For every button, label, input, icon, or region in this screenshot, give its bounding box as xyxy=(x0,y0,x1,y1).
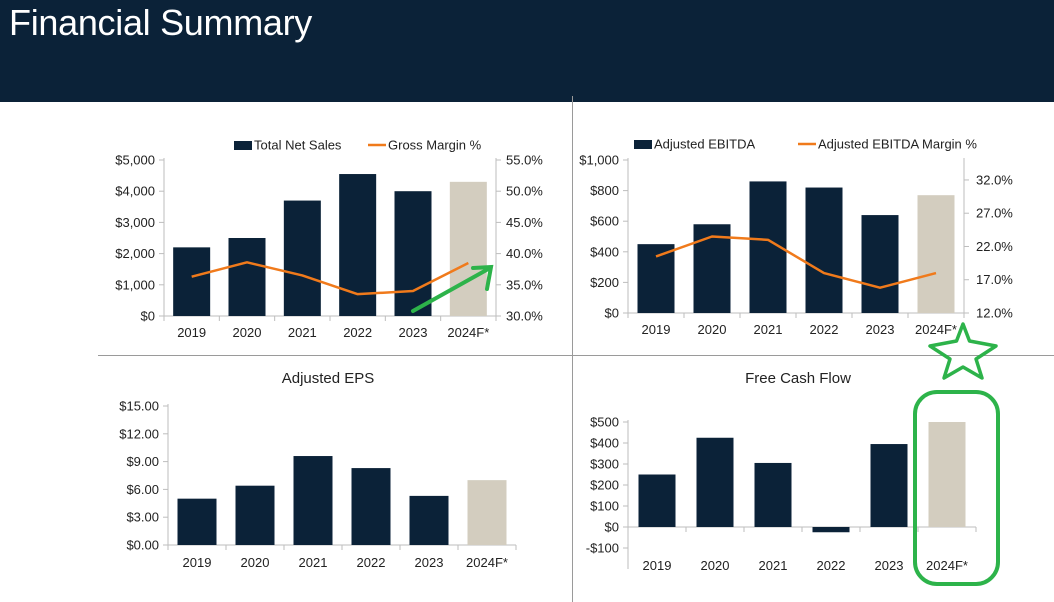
y-tick-label-right: 27.0% xyxy=(976,206,1013,221)
y-tick-label-left: $3.00 xyxy=(126,510,159,525)
y-tick-label-left: $1,000 xyxy=(579,153,619,168)
adjusted-eps-chart: Adjusted EPS $0.00 $3.00 $6.00 $9.00 $12.00 $1… xyxy=(119,370,517,570)
y-tick-label-left: $0.00 xyxy=(126,538,159,553)
horizontal-divider xyxy=(98,355,1054,356)
bar-forecast xyxy=(928,422,966,527)
bar xyxy=(637,244,675,313)
x-tick-label: 2020 xyxy=(701,558,730,573)
bar xyxy=(870,444,908,527)
y-tick-label-left: $15.00 xyxy=(119,399,159,414)
free-cash-flow-chart: Free Cash Flow -$100 $0 $100 $200 $300 $400 $50… xyxy=(586,370,977,573)
y-tick-label-left: -$100 xyxy=(586,541,619,556)
bar xyxy=(228,238,266,316)
bar xyxy=(638,474,676,527)
y-tick-label-right: 30.0% xyxy=(506,309,543,324)
y-tick-label-left: $0 xyxy=(141,309,155,324)
y-tick-label-right: 32.0% xyxy=(976,172,1013,187)
x-tick-label: 2021 xyxy=(759,558,788,573)
y-tick-label-left: $400 xyxy=(590,244,619,259)
y-tick-label-left: $12.00 xyxy=(119,426,159,441)
y-tick-label-left: $2,000 xyxy=(115,246,155,261)
x-tick-label: 2022 xyxy=(810,322,839,337)
legend-label: Adjusted EBITDA Margin % xyxy=(818,137,977,152)
y-tick-label-right: 22.0% xyxy=(976,239,1013,254)
bar xyxy=(409,495,449,545)
y-tick-label-left: $0 xyxy=(605,520,619,535)
x-tick-label: 2024F* xyxy=(915,322,957,337)
y-tick-label-left: $9.00 xyxy=(126,454,159,469)
y-tick-label-left: $4,000 xyxy=(115,184,155,199)
bar xyxy=(805,187,843,313)
x-tick-label: 2019 xyxy=(183,555,212,570)
x-tick-label: 2020 xyxy=(233,325,262,340)
y-tick-label-right: 35.0% xyxy=(506,277,543,292)
x-tick-label: 2023 xyxy=(399,325,428,340)
legend-label: Adjusted EBITDA xyxy=(654,137,755,152)
bar xyxy=(693,224,731,313)
y-tick-label-right: 55.0% xyxy=(506,153,543,168)
y-tick-label-right: 40.0% xyxy=(506,246,543,261)
bar xyxy=(696,437,734,527)
bar xyxy=(861,215,899,313)
y-tick-label-right: 17.0% xyxy=(976,272,1013,287)
y-tick-label-left: $600 xyxy=(590,214,619,229)
y-tick-label-right: 45.0% xyxy=(506,215,543,230)
x-tick-label: 2021 xyxy=(288,325,317,340)
bar xyxy=(177,498,217,545)
x-tick-label: 2019 xyxy=(642,322,671,337)
bar xyxy=(812,527,850,533)
y-tick-label-left: $200 xyxy=(590,478,619,493)
y-tick-label-left: $5,000 xyxy=(115,153,155,168)
x-tick-label: 2024F* xyxy=(926,558,968,573)
x-tick-label: 2019 xyxy=(177,325,206,340)
page-title: Financial Summary xyxy=(9,2,312,43)
x-tick-label: 2022 xyxy=(817,558,846,573)
x-tick-label: 2019 xyxy=(643,558,672,573)
bar xyxy=(394,191,432,316)
chart-title: Free Cash Flow xyxy=(745,370,851,387)
ebitda-chart: $0 $200 $400 $600 $800 $1,000 2019 2020 2021 2022… xyxy=(579,137,1013,338)
legend-label: Total Net Sales xyxy=(254,138,342,153)
x-tick-label: 2024F* xyxy=(466,555,508,570)
bar xyxy=(293,456,333,545)
bar-forecast xyxy=(467,480,507,545)
x-tick-label: 2024F* xyxy=(447,325,489,340)
y-tick-label-left: $400 xyxy=(590,436,619,451)
y-tick-label-left: $100 xyxy=(590,499,619,514)
y-tick-label-left: $1,000 xyxy=(115,277,155,292)
bar-forecast xyxy=(917,195,955,313)
bar xyxy=(235,485,275,545)
y-tick-label-right: 12.0% xyxy=(976,306,1013,321)
bar xyxy=(283,200,321,316)
bar xyxy=(754,462,792,527)
bar xyxy=(173,247,211,316)
legend-label: Gross Margin % xyxy=(388,138,482,153)
y-tick-label-left: $300 xyxy=(590,457,619,472)
y-tick-label-left: $0 xyxy=(605,306,619,321)
x-tick-label: 2023 xyxy=(875,558,904,573)
x-tick-label: 2021 xyxy=(754,322,783,337)
y-tick-label-left: $500 xyxy=(590,415,619,430)
net-sales-chart: $0 $1,000 $2,000 $3,000 $4,000 $5,000 2019 2020… xyxy=(115,138,543,341)
x-tick-label: 2023 xyxy=(415,555,444,570)
y-tick-label-left: $800 xyxy=(590,183,619,198)
x-tick-label: 2022 xyxy=(357,555,386,570)
x-tick-label: 2022 xyxy=(343,325,372,340)
legend-swatch-bar xyxy=(634,140,652,149)
x-tick-label: 2021 xyxy=(299,555,328,570)
y-tick-label-left: $3,000 xyxy=(115,215,155,230)
margin-line-series xyxy=(655,235,937,289)
x-tick-label: 2023 xyxy=(866,322,895,337)
x-tick-label: 2020 xyxy=(241,555,270,570)
vertical-divider xyxy=(572,96,573,602)
legend-swatch-bar xyxy=(234,141,252,150)
y-tick-label-right: 50.0% xyxy=(506,184,543,199)
chart-title: Adjusted EPS xyxy=(282,370,375,387)
bar-forecast xyxy=(449,181,487,316)
y-tick-label-left: $6.00 xyxy=(126,482,159,497)
header-banner: Financial Summary xyxy=(0,0,1054,102)
x-tick-label: 2020 xyxy=(698,322,727,337)
bar xyxy=(351,468,391,545)
y-tick-label-left: $200 xyxy=(590,275,619,290)
